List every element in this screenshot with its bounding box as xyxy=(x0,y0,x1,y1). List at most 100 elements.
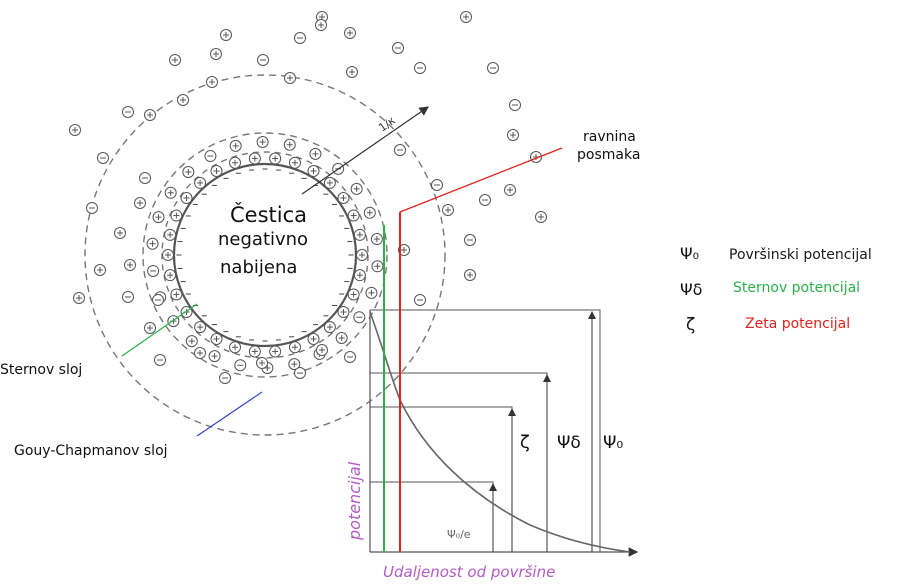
positive-ion-icon xyxy=(347,288,360,301)
positive-ion-icon xyxy=(210,48,222,60)
negative-ion-icon xyxy=(392,42,404,54)
legend: Ψ₀ Površinski potencijal Ψδ Sternov pote… xyxy=(680,244,872,335)
positive-ion-icon xyxy=(164,228,177,241)
surface-charges xyxy=(176,168,354,342)
positive-ion-icon xyxy=(170,288,183,301)
positive-ion-icon xyxy=(337,191,350,204)
positive-ion-icon xyxy=(307,164,320,177)
positive-ion-icon xyxy=(442,204,454,216)
positive-ion-icon xyxy=(134,197,146,209)
positive-ion-icon xyxy=(460,11,472,23)
potential-curve xyxy=(369,311,631,553)
positive-ion-icon xyxy=(220,29,232,41)
positive-ion-icon xyxy=(288,341,301,354)
stern-layer-pointer xyxy=(121,303,198,357)
marker-zeta: ζ xyxy=(520,432,530,453)
positive-ion-icon xyxy=(248,345,261,358)
positive-ion-icon xyxy=(229,156,242,169)
particle-subtitle-2: nabijena xyxy=(220,257,297,278)
positive-ion-icon xyxy=(170,209,183,222)
guide-decay xyxy=(370,481,494,552)
diffuse-layer-label: Gouy-Chapmanov sloj xyxy=(14,443,168,459)
negative-ion-icon xyxy=(394,144,406,156)
positive-ion-icon xyxy=(229,139,242,152)
legend-symbol-stern: Ψδ xyxy=(680,280,702,299)
positive-ion-icon xyxy=(206,76,218,88)
particle-subtitle-1: negativno xyxy=(218,229,308,250)
positive-ion-icon xyxy=(323,176,336,189)
positive-ion-icon xyxy=(309,147,322,160)
negative-ion-icon xyxy=(204,150,217,163)
guide-stern xyxy=(370,372,548,552)
legend-text-zeta: Zeta potencijal xyxy=(745,316,850,332)
negative-ion-icon xyxy=(487,62,499,74)
positive-ion-icon xyxy=(152,211,165,224)
positive-ion-icon xyxy=(144,322,156,334)
negative-ion-icon xyxy=(97,152,109,164)
shear-plane-label-1: ravnina xyxy=(583,129,636,145)
positive-ion-icon xyxy=(194,176,207,189)
positive-ion-icon xyxy=(164,269,177,282)
positive-ion-icon xyxy=(164,186,177,199)
negative-ion-icon xyxy=(431,179,443,191)
negative-ion-icon xyxy=(257,54,269,66)
positive-ion-icon xyxy=(316,344,328,356)
negative-ion-icon xyxy=(147,264,160,277)
positive-ion-icon xyxy=(535,211,547,223)
negative-ion-icon xyxy=(234,359,247,372)
positive-ion-icon xyxy=(185,335,198,348)
negative-ion-icon xyxy=(464,234,476,246)
marker-stern: Ψδ xyxy=(557,433,581,453)
negative-ion-icon xyxy=(294,367,306,379)
negative-ion-icon xyxy=(122,291,134,303)
positive-ion-icon xyxy=(353,228,366,241)
positive-ion-icon xyxy=(146,237,159,250)
diffuse-layer-pointer xyxy=(196,391,263,437)
positive-ion-icon xyxy=(69,124,81,136)
debye-arrow xyxy=(301,106,429,195)
positive-ion-icon xyxy=(256,357,268,369)
positive-ion-icon xyxy=(353,269,366,282)
positive-ion-icon xyxy=(177,94,189,106)
positive-ion-icon xyxy=(229,341,242,354)
positive-ion-icon xyxy=(180,191,193,204)
positive-ion-icon xyxy=(363,206,376,219)
positive-ion-icon xyxy=(114,227,126,239)
positive-ion-icon xyxy=(94,264,106,276)
positive-ion-icon xyxy=(347,209,360,222)
positive-ion-icon xyxy=(507,129,519,141)
negative-ion-icon xyxy=(152,294,164,306)
stern-outer-ring xyxy=(142,132,388,378)
positive-ion-icon xyxy=(346,66,358,78)
negative-ion-icon xyxy=(344,351,356,363)
negative-ion-icon xyxy=(139,172,151,184)
marker-surface: Ψ₀ xyxy=(603,433,623,453)
positive-ion-icon xyxy=(365,286,378,299)
legend-text-surface: Površinski potencijal xyxy=(729,247,872,263)
positive-ion-icon xyxy=(169,54,181,66)
marker-decay: Ψ₀/e xyxy=(447,528,471,541)
positive-ion-icon xyxy=(256,136,269,149)
positive-ion-icon xyxy=(284,72,296,84)
diffuse-layer-boundary xyxy=(84,74,446,436)
negative-ion-icon xyxy=(86,202,98,214)
positive-ion-icon xyxy=(210,164,223,177)
positive-ion-icon xyxy=(315,19,327,31)
positive-ion-icon xyxy=(504,184,516,196)
legend-symbol-zeta: ζ xyxy=(686,315,695,335)
negative-ion-icon xyxy=(294,32,306,44)
positive-ion-icon xyxy=(210,333,223,346)
positive-ion-icon xyxy=(307,333,320,346)
negative-ion-icon xyxy=(122,106,134,118)
positive-ion-icon xyxy=(269,345,282,358)
plot-y-label: potencijal xyxy=(345,461,364,541)
positive-ion-icon xyxy=(144,109,156,121)
guide-zeta xyxy=(370,406,513,552)
shear-plane-pointer xyxy=(399,147,563,213)
positive-ion-icon xyxy=(73,292,85,304)
positive-ion-icon xyxy=(288,358,301,371)
positive-ion-icon xyxy=(335,332,348,345)
negative-ion-icon xyxy=(353,311,366,324)
positive-ion-icon xyxy=(124,259,136,271)
positive-ion-icon xyxy=(371,260,384,273)
